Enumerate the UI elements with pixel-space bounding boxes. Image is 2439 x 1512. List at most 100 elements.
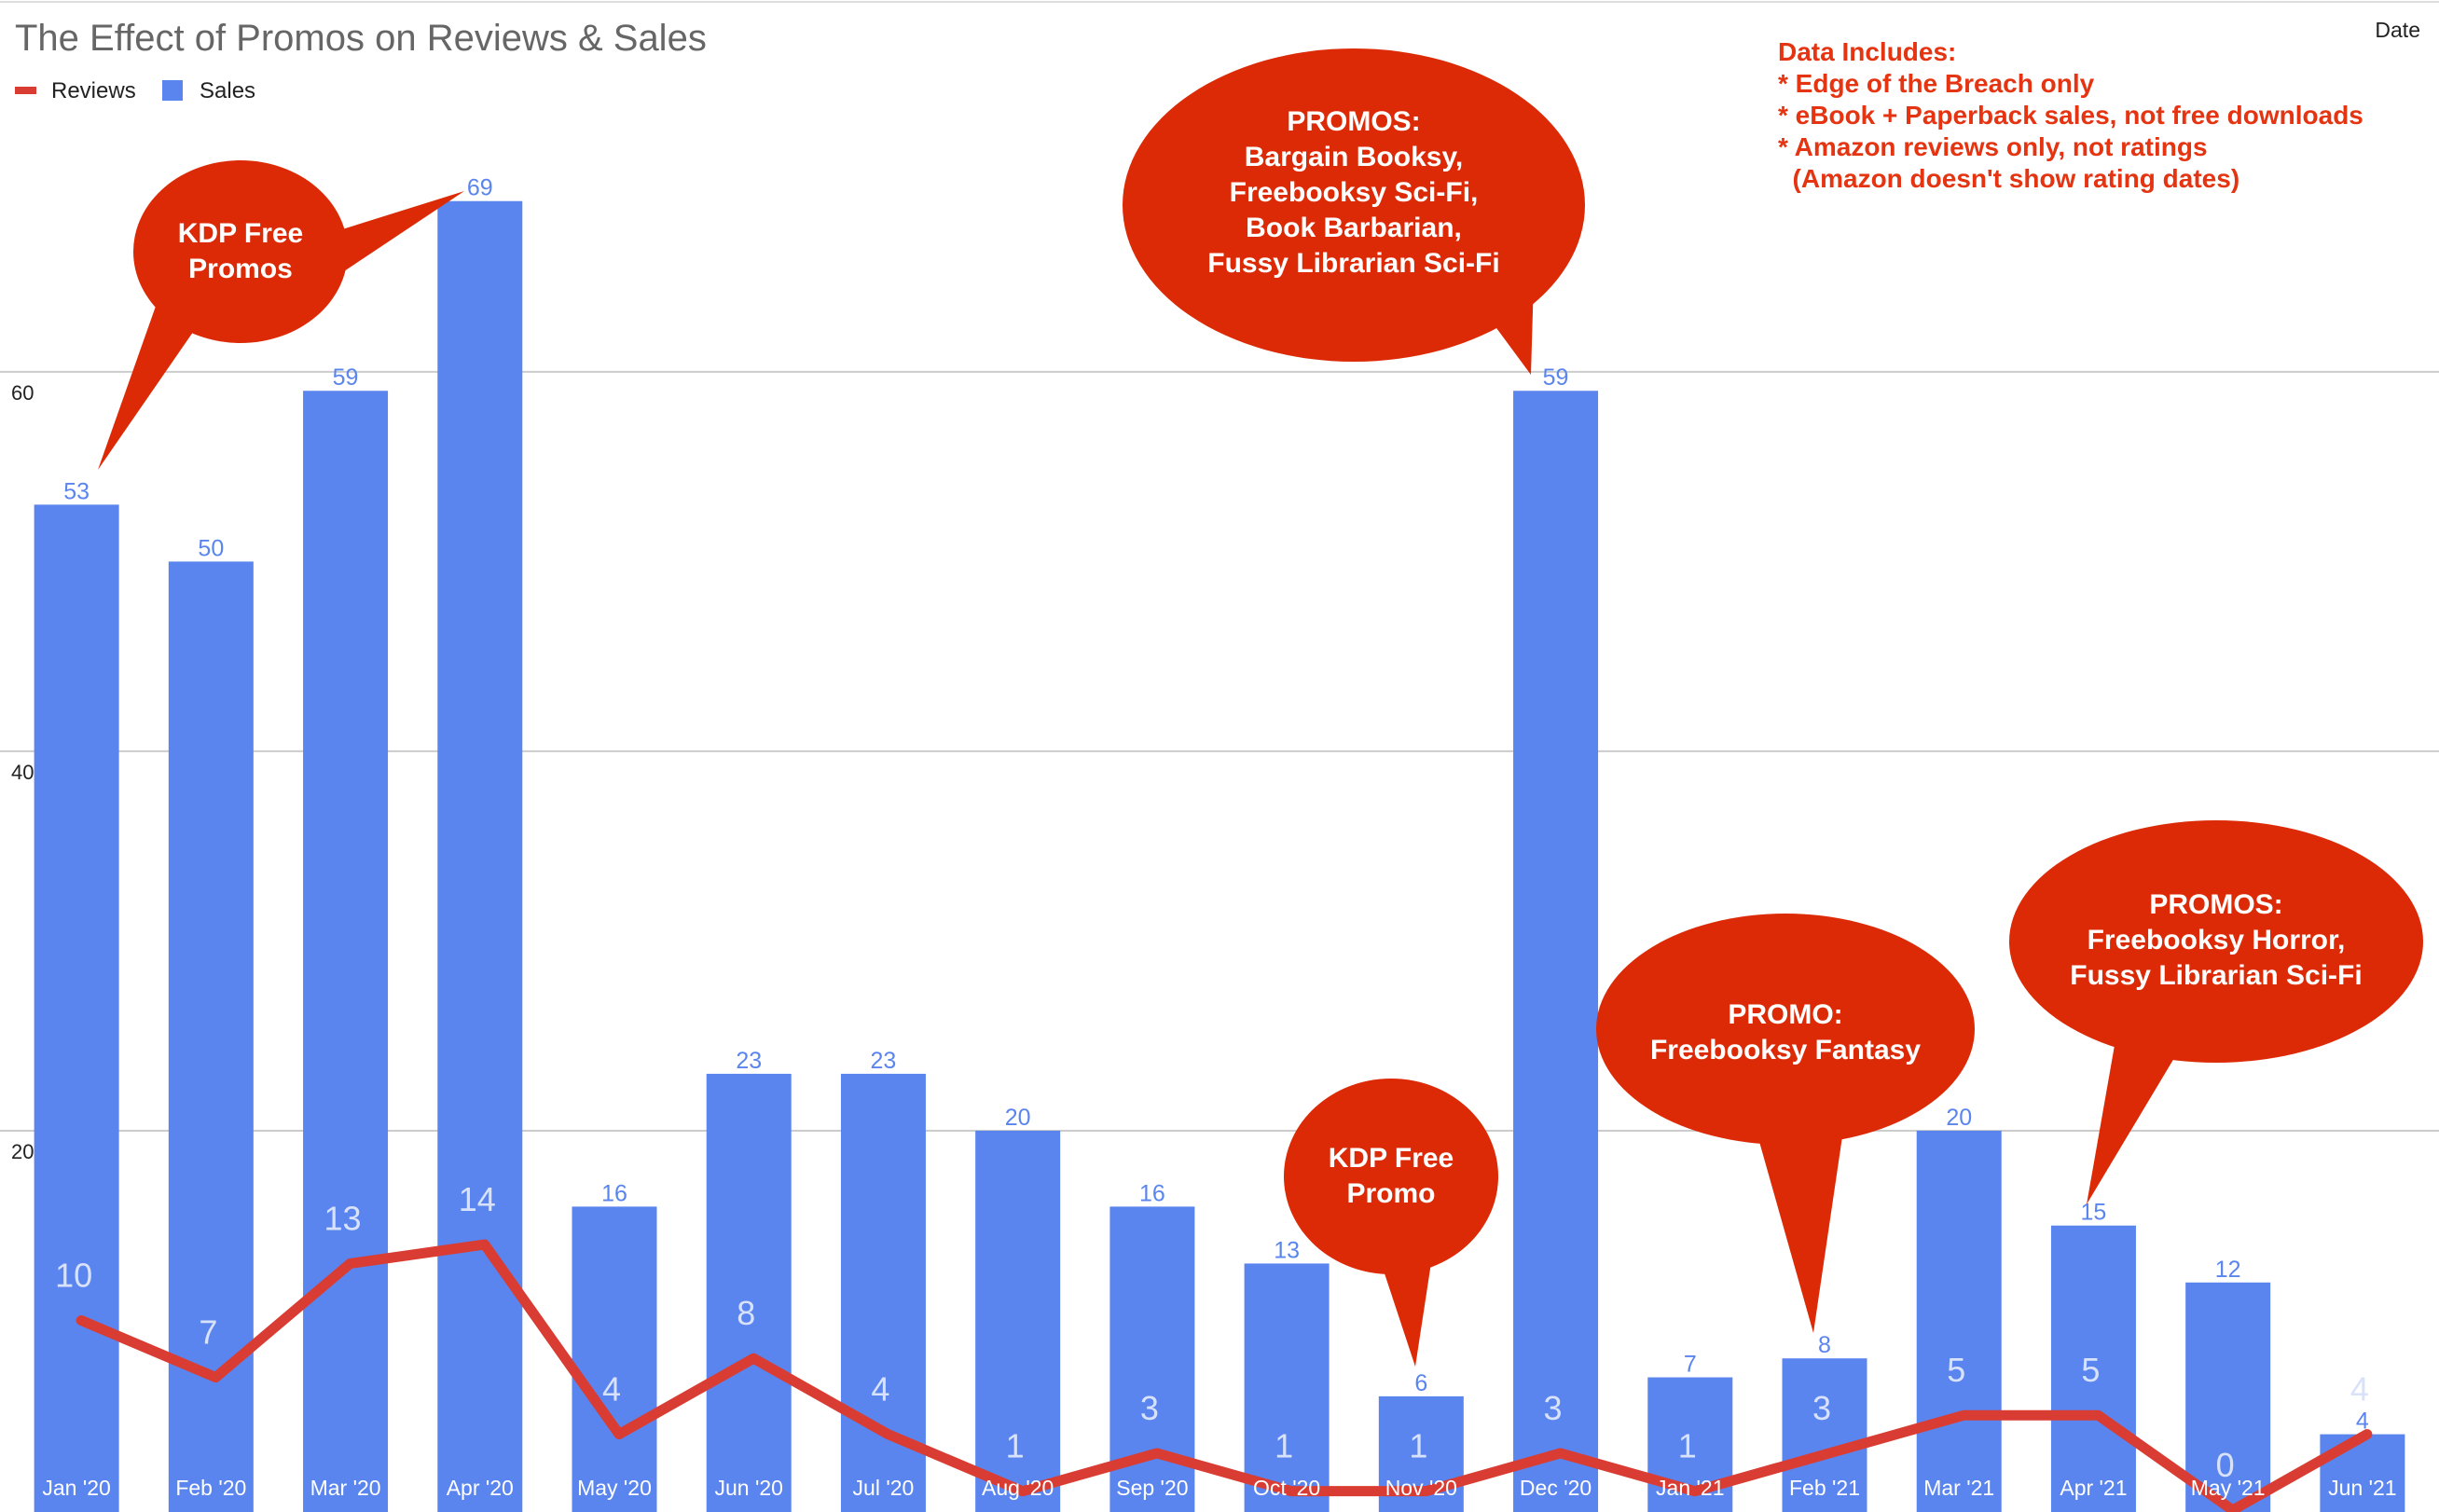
x-tick-label: Feb '20 (175, 1476, 246, 1500)
bubble-line: KDP Free (1329, 1143, 1454, 1174)
reviews-data-label: 1 (1409, 1427, 1427, 1465)
sales-bar (34, 504, 119, 1512)
reviews-data-label: 4 (602, 1370, 621, 1409)
x-tick-label: Mar '20 (310, 1476, 381, 1500)
bubble-line: Promos (188, 254, 293, 284)
bubble-shape (1596, 914, 1975, 1145)
x-tick-label: Jun '21 (2328, 1476, 2396, 1500)
annotation-kdp-free-promos: KDP Free Promos (98, 160, 464, 470)
sales-data-label: 8 (1818, 1332, 1831, 1358)
bubble-pointer-nov (1378, 1244, 1434, 1367)
sales-bar (975, 1130, 1061, 1512)
reviews-line-series (76, 1239, 2373, 1512)
sales-data-label: 16 (601, 1180, 627, 1206)
bubble-pointer-apr21 (2087, 1035, 2177, 1204)
reviews-data-label: 4 (871, 1370, 889, 1409)
bubble-pointer-jan (98, 298, 216, 470)
x-tick-label: Jun '20 (714, 1476, 782, 1500)
gridlines (0, 370, 2439, 1132)
sales-data-label: 20 (1946, 1105, 1972, 1131)
bubble-line: PROMOS: (1287, 106, 1420, 137)
legend-reviews-swatch (15, 87, 36, 94)
sales-bar (2320, 1434, 2405, 1512)
x-tick-label: Apr '21 (2060, 1476, 2127, 1500)
sales-data-label: 13 (1274, 1237, 1300, 1263)
sales-data-label: 59 (1543, 364, 1569, 391)
bubble-shape (2009, 820, 2423, 1063)
note-line: Data Includes: (1778, 37, 1956, 66)
sales-bar (303, 391, 389, 1512)
x-tick-label: Feb '21 (1789, 1476, 1860, 1500)
bubble-line: Freebooksy Horror, (2088, 925, 2346, 955)
y-tick-label: 40 (11, 761, 34, 784)
x-tick-label: Jul '20 (853, 1476, 915, 1500)
bubble-pointer-feb (1753, 1111, 1846, 1333)
note-line: * Edge of the Breach only (1778, 69, 2095, 98)
bubble-shape (1284, 1079, 1498, 1274)
y-tick-label: 60 (11, 381, 34, 405)
reviews-data-label: 1 (1275, 1427, 1293, 1465)
bubble-line: Book Barbarian, (1246, 213, 1462, 243)
reviews-data-label: 1 (1006, 1427, 1025, 1465)
chart-title: The Effect of Promos on Reviews & Sales (15, 18, 707, 59)
x-tick-label: May '21 (2191, 1476, 2266, 1500)
sales-data-label: 20 (1005, 1105, 1031, 1131)
sales-bar (1782, 1358, 1867, 1512)
x-tick-label: Sep '20 (1116, 1476, 1188, 1500)
bubble-shape (133, 160, 348, 343)
reviews-data-label: 5 (1947, 1351, 1965, 1389)
sales-bar (572, 1206, 657, 1512)
legend-reviews-label: Reviews (51, 78, 136, 103)
sales-bar (1244, 1263, 1330, 1512)
bubble-line: Freebooksy Fantasy (1650, 1035, 1921, 1065)
legend-sales-swatch (162, 80, 183, 101)
bubble-line: Fussy Librarian Sci-Fi (1207, 248, 1499, 279)
x-tick-label: May '20 (577, 1476, 652, 1500)
data-notes: Data Includes: * Edge of the Breach only… (1778, 37, 2363, 193)
sales-data-label: 59 (333, 364, 359, 391)
sales-data-label: 23 (871, 1048, 897, 1074)
reviews-line (76, 1239, 2373, 1512)
sales-bar (1513, 391, 1599, 1512)
sales-data-label: 6 (1414, 1370, 1427, 1396)
reviews-data-label: 4 (2350, 1370, 2369, 1409)
reviews-data-label: 8 (737, 1294, 755, 1332)
bubble-pointer-apr (324, 191, 464, 284)
reviews-data-label: 0 (2216, 1446, 2235, 1484)
y-tick-label: 20 (11, 1140, 34, 1163)
x-tick-label: Jan '20 (42, 1476, 110, 1500)
annotation-promos-dec: PROMOS: Bargain Booksy, Freebooksy Sci-F… (1123, 48, 1585, 375)
x-axis-title: Date (2375, 18, 2420, 42)
bubble-shape (1123, 48, 1585, 362)
note-line: * eBook + Paperback sales, not free down… (1778, 101, 2363, 130)
legend-sales-label: Sales (200, 78, 255, 103)
x-tick-label: Apr '20 (447, 1476, 514, 1500)
sales-data-label: 7 (1684, 1352, 1697, 1378)
sales-data-label: 15 (2081, 1200, 2107, 1226)
note-line: (Amazon doesn't show rating dates) (1778, 164, 2239, 193)
bubble-line: Promo (1346, 1178, 1435, 1209)
note-line: * Amazon reviews only, not ratings (1778, 132, 2208, 161)
sales-data-label: 23 (736, 1048, 762, 1074)
sales-bar (2185, 1282, 2271, 1512)
sales-bar (168, 561, 254, 1512)
sales-data-label: 53 (63, 478, 90, 504)
x-tick-label: Oct '20 (1253, 1476, 1320, 1500)
reviews-data-label: 3 (1140, 1389, 1159, 1427)
sales-bars (34, 200, 2405, 1512)
bubble-line: PROMOS: (2149, 889, 2282, 920)
x-tick-label: Dec '20 (1520, 1476, 1592, 1500)
sales-data-label: 12 (2215, 1257, 2241, 1283)
x-tick-label: Nov '20 (1385, 1476, 1457, 1500)
bubble-pointer-dec (1473, 280, 1534, 375)
bubble-line: PROMO: (1728, 999, 1842, 1030)
y-tick-labels: 20 40 60 (11, 381, 34, 1163)
reviews-data-label: 10 (55, 1256, 92, 1294)
sales-bar (1916, 1130, 2002, 1512)
bubble-line: Bargain Booksy, (1245, 142, 1464, 172)
bubble-line: Freebooksy Sci-Fi, (1230, 177, 1479, 208)
sales-bar (706, 1073, 792, 1512)
